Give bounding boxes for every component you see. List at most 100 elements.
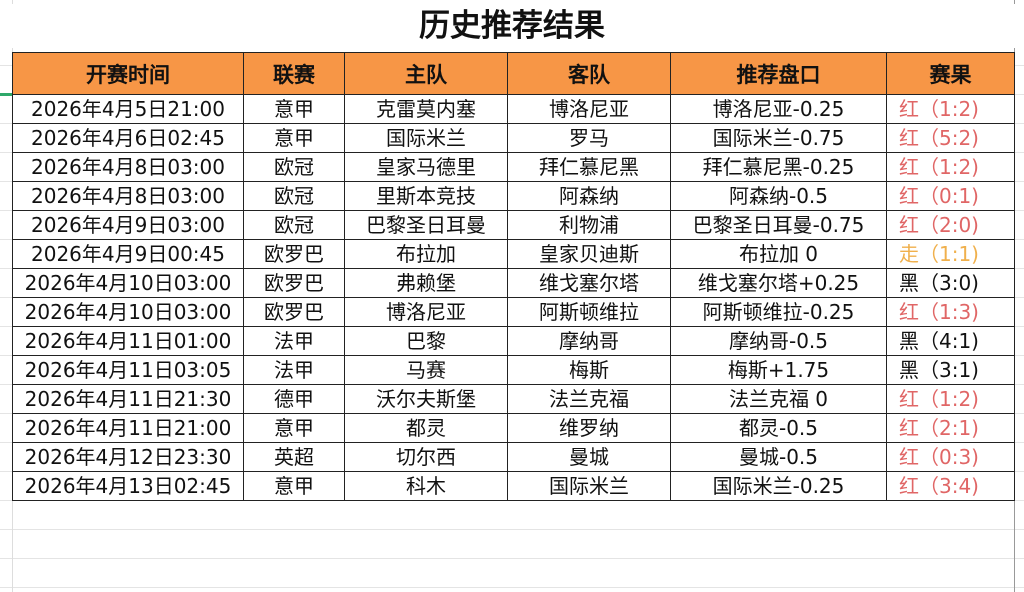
cell-pick[interactable]: 国际米兰-0.75	[670, 123, 887, 153]
cell-time[interactable]: 2026年4月13日02:45	[12, 471, 244, 501]
cell-away[interactable]: 法兰克福	[507, 384, 671, 414]
header-time[interactable]: 开赛时间	[12, 52, 244, 95]
cell-pick[interactable]: 曼城-0.5	[670, 442, 887, 472]
cell-league[interactable]: 德甲	[243, 384, 345, 414]
cell-away[interactable]: 皇家贝迪斯	[507, 239, 671, 269]
cell-pick[interactable]: 阿森纳-0.5	[670, 181, 887, 211]
cell-home[interactable]: 科木	[344, 471, 508, 501]
cell-away[interactable]: 阿森纳	[507, 181, 671, 211]
cell-time[interactable]: 2026年4月11日01:00	[12, 326, 244, 356]
cell-time[interactable]: 2026年4月10日03:00	[12, 268, 244, 298]
cell-result[interactable]: 红（1:2)	[886, 152, 1015, 182]
cell-home[interactable]: 里斯本竞技	[344, 181, 508, 211]
cell-pick[interactable]: 摩纳哥-0.5	[670, 326, 887, 356]
cell-home[interactable]: 皇家马德里	[344, 152, 508, 182]
cell-league[interactable]: 欧罗巴	[243, 297, 345, 327]
cell-time[interactable]: 2026年4月5日21:00	[12, 94, 244, 124]
cell-league[interactable]: 法甲	[243, 355, 345, 385]
cell-away[interactable]: 阿斯顿维拉	[507, 297, 671, 327]
cell-pick[interactable]: 博洛尼亚-0.25	[670, 94, 887, 124]
cell-time[interactable]: 2026年4月9日03:00	[12, 210, 244, 240]
cell-away[interactable]: 梅斯	[507, 355, 671, 385]
cell-league[interactable]: 法甲	[243, 326, 345, 356]
cell-time[interactable]: 2026年4月11日03:05	[12, 355, 244, 385]
table-row: 2026年4月8日03:00 欧冠 里斯本竞技 阿森纳 阿森纳-0.5 红（0:1)	[12, 181, 1015, 211]
table-row: 2026年4月11日01:00 法甲 巴黎 摩纳哥 摩纳哥-0.5 黑（4:1)	[12, 326, 1015, 356]
cell-time[interactable]: 2026年4月8日03:00	[12, 181, 244, 211]
cell-time[interactable]: 2026年4月11日21:30	[12, 384, 244, 414]
header-away[interactable]: 客队	[507, 52, 671, 95]
cell-home[interactable]: 沃尔夫斯堡	[344, 384, 508, 414]
cell-league[interactable]: 欧罗巴	[243, 239, 345, 269]
cell-time[interactable]: 2026年4月11日21:00	[12, 413, 244, 443]
header-pick[interactable]: 推荐盘口	[670, 52, 887, 95]
cell-home[interactable]: 国际米兰	[344, 123, 508, 153]
cell-league[interactable]: 意甲	[243, 123, 345, 153]
cell-pick[interactable]: 维戈塞尔塔+0.25	[670, 268, 887, 298]
cell-away[interactable]: 国际米兰	[507, 471, 671, 501]
cell-pick[interactable]: 都灵-0.5	[670, 413, 887, 443]
cell-result[interactable]: 红（1:2)	[886, 384, 1015, 414]
cell-pick[interactable]: 巴黎圣日耳曼-0.75	[670, 210, 887, 240]
cell-result[interactable]: 红（3:4)	[886, 471, 1015, 501]
cell-away[interactable]: 摩纳哥	[507, 326, 671, 356]
cell-time[interactable]: 2026年4月8日03:00	[12, 152, 244, 182]
cell-pick[interactable]: 拜仁慕尼黑-0.25	[670, 152, 887, 182]
cell-away[interactable]: 维戈塞尔塔	[507, 268, 671, 298]
cell-result[interactable]: 黑（3:1)	[886, 355, 1015, 385]
cell-time[interactable]: 2026年4月10日03:00	[12, 297, 244, 327]
cell-pick[interactable]: 阿斯顿维拉-0.25	[670, 297, 887, 327]
cell-home[interactable]: 博洛尼亚	[344, 297, 508, 327]
cell-result[interactable]: 红（0:1)	[886, 181, 1015, 211]
cell-home[interactable]: 布拉加	[344, 239, 508, 269]
results-table: 开赛时间 联赛 主队 客队 推荐盘口 赛果 2026年4月5日21:00 意甲 克雷…	[12, 52, 1015, 501]
cell-home[interactable]: 马赛	[344, 355, 508, 385]
cell-result[interactable]: 黑（3:0)	[886, 268, 1015, 298]
table-row: 2026年4月12日23:30 英超 切尔西 曼城 曼城-0.5 红（0:3)	[12, 442, 1015, 472]
cell-league[interactable]: 欧罗巴	[243, 268, 345, 298]
cell-away[interactable]: 利物浦	[507, 210, 671, 240]
cell-pick[interactable]: 国际米兰-0.25	[670, 471, 887, 501]
cell-home[interactable]: 克雷莫内塞	[344, 94, 508, 124]
cell-pick[interactable]: 布拉加 0	[670, 239, 887, 269]
cell-pick[interactable]: 梅斯+1.75	[670, 355, 887, 385]
cell-result[interactable]: 红（0:3)	[886, 442, 1015, 472]
cell-league[interactable]: 欧冠	[243, 210, 345, 240]
cell-time[interactable]: 2026年4月6日02:45	[12, 123, 244, 153]
cell-league[interactable]: 意甲	[243, 94, 345, 124]
cell-result[interactable]: 黑（4:1)	[886, 326, 1015, 356]
header-league[interactable]: 联赛	[243, 52, 345, 95]
table-row: 2026年4月6日02:45 意甲 国际米兰 罗马 国际米兰-0.75 红（5:2)	[12, 123, 1015, 153]
cell-time[interactable]: 2026年4月12日23:30	[12, 442, 244, 472]
cell-time[interactable]: 2026年4月9日00:45	[12, 239, 244, 269]
cell-pick[interactable]: 法兰克福 0	[670, 384, 887, 414]
cell-result[interactable]: 红（1:3)	[886, 297, 1015, 327]
cell-home[interactable]: 都灵	[344, 413, 508, 443]
cell-away[interactable]: 拜仁慕尼黑	[507, 152, 671, 182]
table-row: 2026年4月9日03:00 欧冠 巴黎圣日耳曼 利物浦 巴黎圣日耳曼-0.75 红（2:…	[12, 210, 1015, 240]
cell-home[interactable]: 巴黎圣日耳曼	[344, 210, 508, 240]
cell-result[interactable]: 红（1:2)	[886, 94, 1015, 124]
cell-league[interactable]: 欧冠	[243, 152, 345, 182]
cell-result[interactable]: 红（2:0)	[886, 210, 1015, 240]
cell-result[interactable]: 红（5:2)	[886, 123, 1015, 153]
table-row: 2026年4月10日03:00 欧罗巴 弗赖堡 维戈塞尔塔 维戈塞尔塔+0.25 黑（3:…	[12, 268, 1015, 298]
cell-away[interactable]: 维罗纳	[507, 413, 671, 443]
cell-league[interactable]: 英超	[243, 442, 345, 472]
cell-result[interactable]: 走（1:1)	[886, 239, 1015, 269]
cell-away[interactable]: 罗马	[507, 123, 671, 153]
header-result[interactable]: 赛果	[886, 52, 1015, 95]
cell-result[interactable]: 红（2:1)	[886, 413, 1015, 443]
cell-home[interactable]: 弗赖堡	[344, 268, 508, 298]
cell-away[interactable]: 曼城	[507, 442, 671, 472]
cell-away[interactable]: 博洛尼亚	[507, 94, 671, 124]
table-row: 2026年4月11日21:00 意甲 都灵 维罗纳 都灵-0.5 红（2:1)	[12, 413, 1015, 443]
table-row: 2026年4月8日03:00 欧冠 皇家马德里 拜仁慕尼黑 拜仁慕尼黑-0.25 红（1:…	[12, 152, 1015, 182]
sheet-title[interactable]: 历史推荐结果	[0, 4, 1024, 48]
cell-league[interactable]: 欧冠	[243, 181, 345, 211]
header-home[interactable]: 主队	[344, 52, 508, 95]
cell-home[interactable]: 切尔西	[344, 442, 508, 472]
cell-league[interactable]: 意甲	[243, 413, 345, 443]
cell-league[interactable]: 意甲	[243, 471, 345, 501]
cell-home[interactable]: 巴黎	[344, 326, 508, 356]
